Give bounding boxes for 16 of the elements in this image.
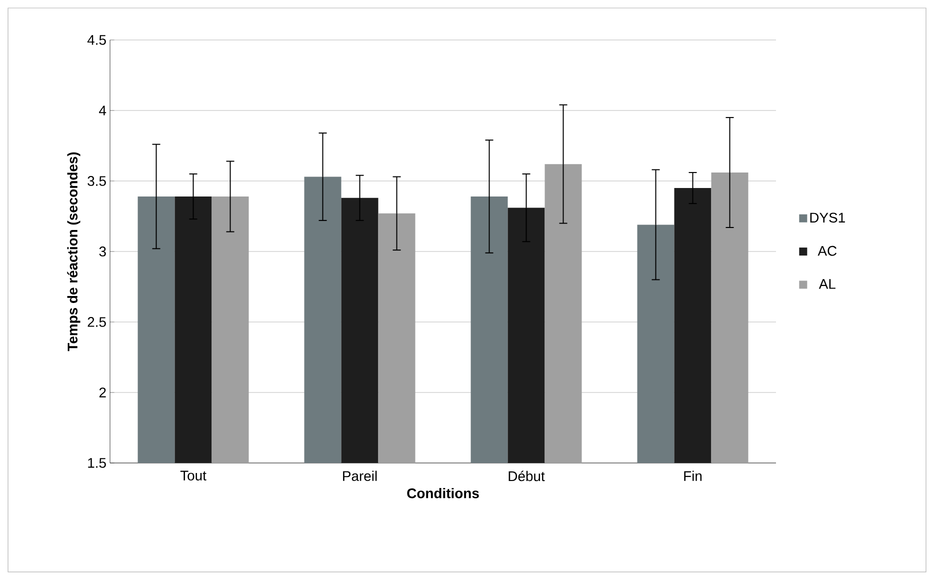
x-tick-label: Fin bbox=[684, 470, 702, 481]
x-tick-label: Tout bbox=[180, 470, 206, 480]
y-tick-label: 3 bbox=[99, 246, 106, 256]
y-tick-label: 2.5 bbox=[88, 317, 106, 327]
legend-label: AC bbox=[818, 246, 837, 256]
legend-label: AL bbox=[818, 279, 836, 289]
legend-label: DYS1 bbox=[810, 212, 845, 223]
y-axis-title: Temps de réaction (secondes) bbox=[67, 152, 80, 352]
y-tick-label: 3.5 bbox=[88, 176, 106, 186]
y-tick-label: 1.5 bbox=[88, 458, 106, 468]
x-tick-label: Début bbox=[508, 470, 545, 482]
x-tick-label: Pareil bbox=[343, 470, 377, 482]
y-tick-label: 4.5 bbox=[87, 35, 106, 45]
y-tick-label: 4 bbox=[99, 106, 106, 116]
y-tick-label: 2 bbox=[99, 388, 106, 398]
x-axis-title: Conditions bbox=[407, 488, 479, 498]
